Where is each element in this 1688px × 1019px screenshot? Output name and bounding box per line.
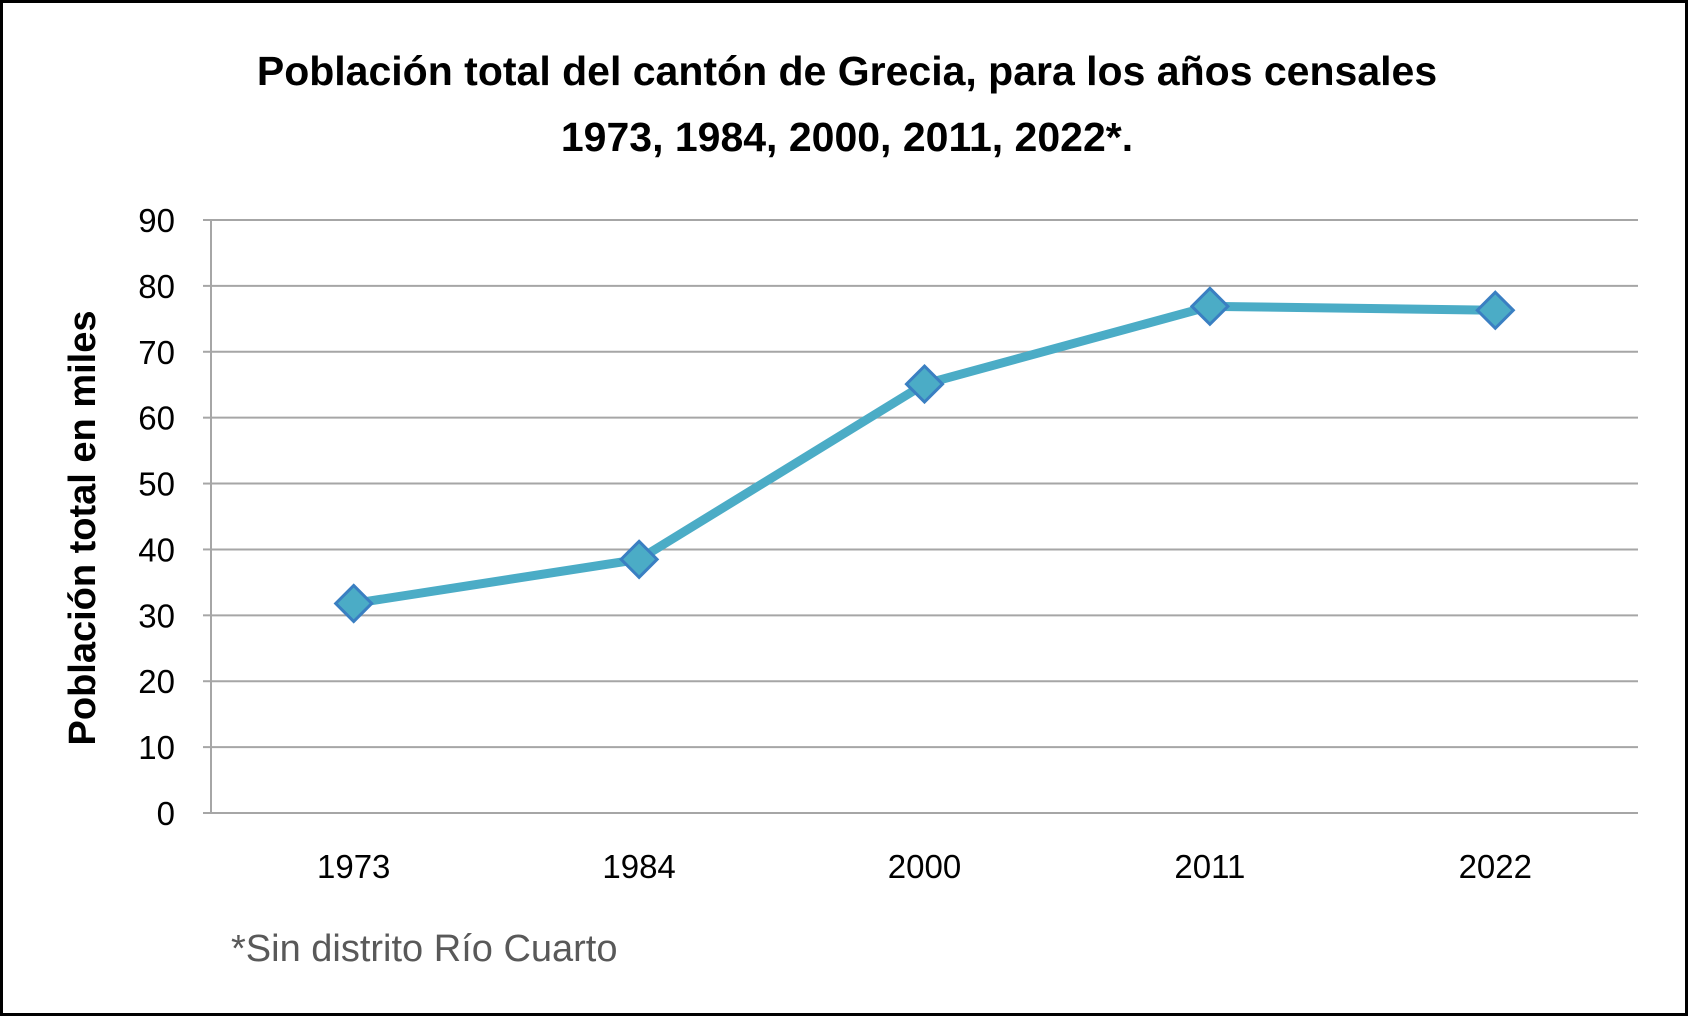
- y-tick-label-10: 10: [138, 729, 175, 766]
- y-tick-label-60: 60: [138, 400, 175, 437]
- y-tick-label-20: 20: [138, 663, 175, 700]
- y-tick-label-80: 80: [138, 268, 175, 305]
- x-tick-label-2022: 2022: [1459, 848, 1532, 885]
- data-point-2011: [1189, 286, 1231, 327]
- y-tick-label-0: 0: [157, 795, 175, 832]
- y-tick-labels: 0 10 20 30 40 50 60 70 80 90: [138, 202, 175, 832]
- axes: [203, 219, 1638, 814]
- y-tick-label-40: 40: [138, 531, 175, 568]
- x-tick-label-1984: 1984: [602, 848, 675, 885]
- data-point-1973: [333, 583, 374, 624]
- y-tick-label-30: 30: [138, 597, 175, 634]
- chart-title-line-2: 1973, 1984, 2000, 2011, 2022*.: [561, 114, 1133, 160]
- data-point-2000: [904, 363, 945, 405]
- data-point-2022: [1475, 290, 1516, 331]
- x-tick-labels: 1973 1984 2000 2011 2022: [317, 848, 1532, 885]
- line-chart: Población total del cantón de Grecia, pa…: [62, 48, 1638, 970]
- data-point-1984: [618, 539, 660, 580]
- x-tick-label-2011: 2011: [1174, 848, 1245, 885]
- y-axis-label: Población total en miles: [62, 311, 104, 746]
- y-tick-label-90: 90: [138, 202, 175, 239]
- x-tick-label-1973: 1973: [317, 848, 390, 885]
- chart-title-line-1: Población total del cantón de Grecia, pa…: [257, 48, 1437, 94]
- series-layer: [333, 286, 1516, 624]
- footnote: *Sin distrito Río Cuarto: [231, 928, 618, 970]
- x-tick-label-2000: 2000: [888, 848, 961, 885]
- y-tick-label-50: 50: [138, 466, 175, 503]
- y-tick-label-70: 70: [138, 334, 175, 371]
- gridlines: [211, 219, 1638, 749]
